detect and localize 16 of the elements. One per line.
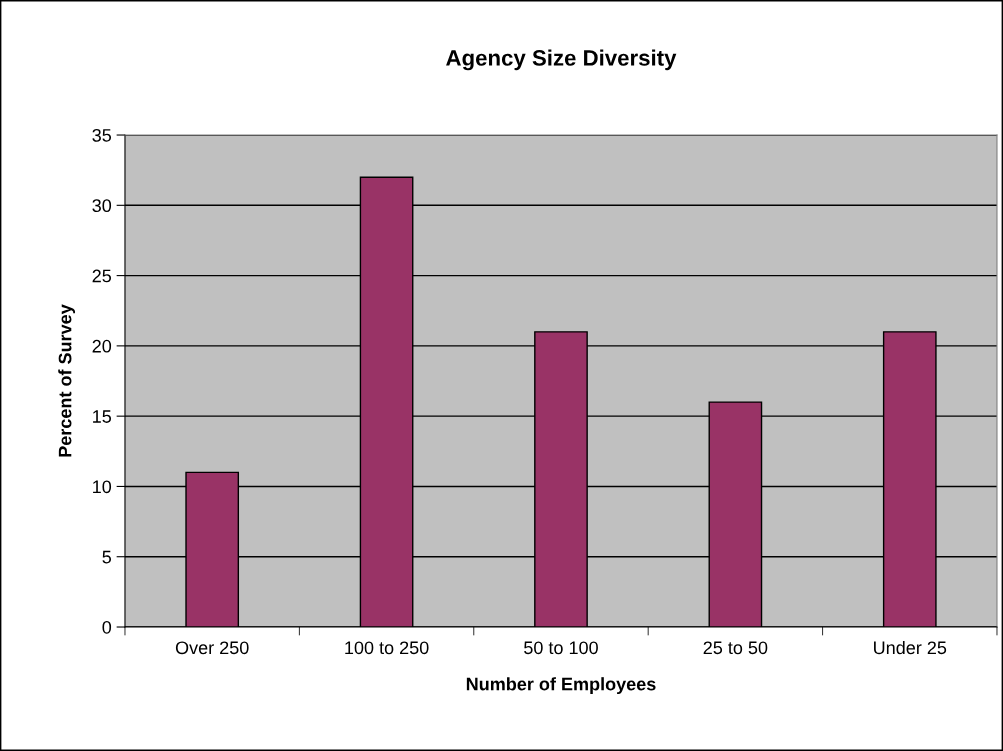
y-tick-label: 0 [102,620,112,634]
y-tick-label: 20 [92,339,112,353]
y-tick-label: 25 [92,269,112,283]
y-axis-title: Percent of Survey [58,304,76,457]
x-tick-label: 50 to 100 [524,641,598,655]
x-tick-label: Over 250 [175,641,249,655]
x-axis-title: Number of Employees [466,677,656,695]
y-tick-label: 30 [92,199,112,213]
y-tick-label: 5 [102,550,112,564]
x-tick-label: 25 to 50 [703,641,768,655]
x-tick-label: 100 to 250 [345,641,429,655]
y-tick-label: 35 [92,128,112,142]
chart-title: Agency Size Diversity [446,49,677,71]
x-tick-label: Under 25 [874,640,947,655]
y-tick-label: 15 [93,410,112,423]
y-tick-label: 10 [93,480,112,494]
